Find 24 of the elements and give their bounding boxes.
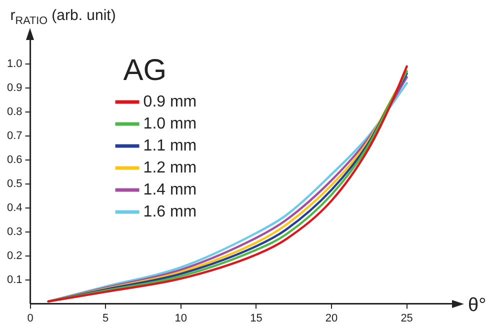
x-tick-label: 20 (325, 312, 338, 324)
y-tick-label: 0.5 (6, 178, 22, 190)
x-tick-label: 0 (27, 312, 34, 324)
y-tick-label: 0.1 (6, 274, 22, 286)
y-tick-label: 0.2 (6, 250, 22, 262)
x-tick-label: 25 (400, 312, 413, 324)
legend-label: 1.0 mm (143, 115, 197, 132)
y-tick-label: 1.0 (6, 58, 22, 70)
legend-title: AG (123, 54, 167, 87)
legend-label: 1.2 mm (143, 159, 197, 176)
y-tick-label: 0.7 (6, 130, 22, 142)
y-tick-label: 0.6 (6, 154, 22, 166)
y-tick-label: 0.3 (6, 226, 22, 238)
y-tick-label: 0.4 (6, 202, 22, 214)
x-tick-label: 15 (250, 312, 262, 324)
x-axis-title: θ° (468, 294, 486, 316)
legend-label: 1.1 mm (143, 137, 197, 154)
y-tick-label: 0.9 (6, 82, 22, 94)
legend-label: 1.4 mm (143, 181, 197, 198)
legend-label: 1.6 mm (143, 203, 197, 220)
x-tick-label: 10 (174, 312, 188, 324)
legend-label: 0.9 mm (143, 93, 197, 110)
y-tick-label: 0.8 (6, 106, 22, 118)
x-tick-label: 5 (102, 312, 109, 324)
